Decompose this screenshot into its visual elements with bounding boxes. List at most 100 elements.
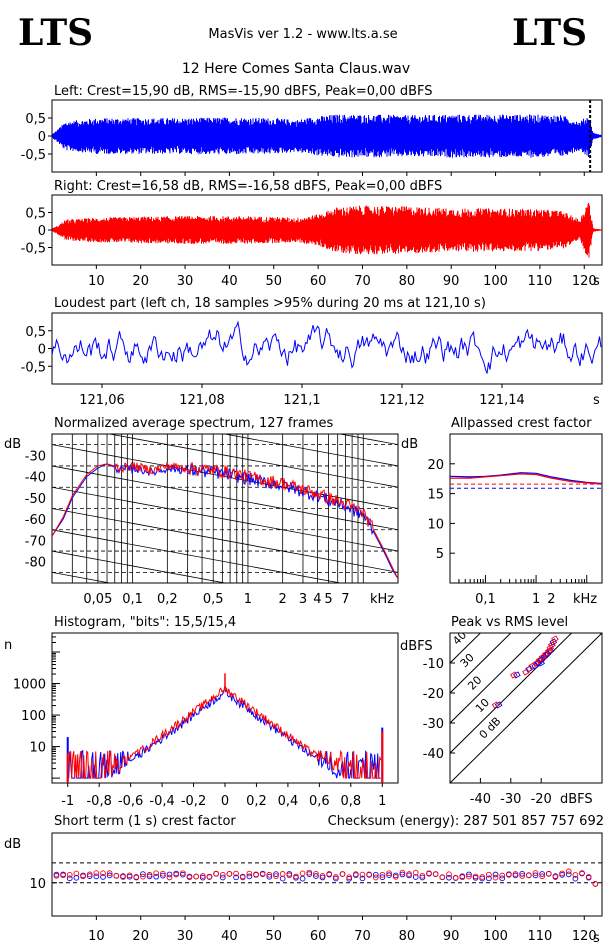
point-right [466, 873, 472, 880]
spectrum-x-unit: kHz [370, 592, 394, 607]
point-left [266, 873, 273, 880]
x-tick-label: 121,06 [79, 393, 125, 408]
grid-diag [52, 550, 228, 583]
point-right [452, 874, 459, 881]
plot-frame [449, 433, 603, 584]
x-tick-label: -20 [531, 792, 552, 807]
point-right [392, 874, 399, 880]
diag-label: 40 [450, 628, 469, 647]
point-left [359, 875, 366, 882]
y-tick-label: -70 [25, 534, 46, 549]
point-left [140, 871, 146, 877]
x-tick-label: 0,2 [157, 592, 178, 607]
diag-line [450, 633, 512, 694]
y-tick-label: 10 [29, 877, 46, 892]
point-left [73, 874, 80, 881]
x-tick-label: 5 [324, 592, 332, 607]
x-tick-label: -0,2 [181, 794, 206, 809]
point-right [359, 871, 366, 878]
left-waveform-plot: 0,5 0 -0,5 [21, 99, 603, 176]
crest-factor-plot: 20 15 10 5 0,1 1 2 [427, 433, 603, 607]
point-left [333, 875, 339, 882]
peak-rms-title: Peak vs RMS level [451, 615, 568, 630]
short-term-ylabel: dB [4, 837, 21, 852]
point-right [166, 874, 173, 881]
x-tick-label: 2 [547, 592, 555, 607]
y-tick-label: -30 [25, 449, 46, 464]
point-right [313, 871, 319, 877]
x-tick-label: -30 [500, 792, 521, 807]
short-term-title: Short term (1 s) crest factor [54, 814, 236, 829]
point-right [510, 671, 518, 679]
x-tick-label: 1 [244, 592, 252, 607]
point-left [219, 874, 226, 881]
point-left [299, 875, 306, 882]
point-right [60, 872, 66, 879]
peak-rms-x-unit: dBFS [560, 792, 593, 807]
point-right [459, 874, 466, 881]
y-tick-label: -10 [423, 657, 444, 672]
point-right [253, 871, 259, 878]
y-tick-label: 0,5 [25, 325, 46, 340]
point-left [532, 872, 539, 879]
point-right [522, 668, 530, 676]
point-right [273, 873, 279, 879]
x-tick-label: 50 [266, 274, 283, 289]
grid-diag [52, 465, 398, 531]
histogram-plot: 1000 100 10 -1 -0,8 -0,6 -0,4 -0,2 0 0,2 0,4 0,6 0,8… [13, 632, 399, 809]
point-right [426, 870, 432, 877]
spectrum-title: Normalized average spectrum, 127 frames [54, 416, 333, 431]
point-right [386, 870, 392, 877]
point-right [419, 872, 426, 879]
point-right [412, 869, 419, 876]
y-tick-label: -0,5 [21, 242, 46, 257]
point-right [346, 874, 353, 881]
point-left [199, 874, 206, 881]
point-left [100, 874, 106, 880]
peak-rms-ylabel: dBFS [400, 639, 433, 654]
point-left [273, 871, 279, 877]
point-right [372, 874, 379, 881]
point-right [525, 872, 532, 879]
logo-right: LTS [512, 12, 587, 54]
diag-line [450, 633, 482, 664]
point-left [233, 874, 239, 881]
x-tick-label: 0,8 [340, 794, 361, 809]
crest-line-left [449, 472, 603, 485]
point-left [572, 875, 579, 882]
y-tick-label: -20 [423, 687, 444, 702]
crest-factor-title: Allpassed crest factor [451, 416, 592, 431]
point-right [293, 873, 299, 880]
x-tick-label: 3 [299, 592, 307, 607]
y-tick-label: 100 [21, 709, 46, 724]
point-right [259, 871, 266, 878]
x-tick-label: 20 [132, 929, 149, 944]
point-right [479, 874, 486, 880]
point-left [246, 873, 253, 880]
point-left [153, 873, 160, 880]
crest-x-unit: kHz [573, 592, 597, 607]
x-tick-label: 30 [177, 929, 194, 944]
point-right [133, 874, 140, 880]
spectrum-plot: -30 -40 -50 -60 -70 -80 0,05 0,1 0,2 0,5 1 2 3 4 5 7 [25, 433, 399, 607]
point-right [266, 871, 273, 878]
point-left [486, 875, 492, 882]
point-right [538, 653, 547, 661]
x-tick-label: 100 [483, 929, 508, 944]
x-tick-label: 110 [527, 274, 552, 289]
y-tick-label: 5 [436, 547, 444, 562]
x-tick-label: 1 [532, 592, 540, 607]
y-tick-label: 0,5 [25, 207, 46, 222]
point-right [73, 870, 80, 877]
x-tick-label: 90 [443, 929, 460, 944]
waveform-x-unit: s [593, 274, 600, 289]
diag-label: 10 [473, 696, 492, 715]
right-waveform-title: Right: Crest=16,58 dB, RMS=-16,58 dBFS, … [54, 179, 442, 194]
grid-diag [52, 529, 343, 583]
point-right [432, 871, 439, 877]
point-right [279, 871, 286, 877]
point-left [166, 871, 173, 878]
y-tick-label: 1000 [13, 678, 46, 693]
y-tick-label: -40 [25, 471, 46, 486]
